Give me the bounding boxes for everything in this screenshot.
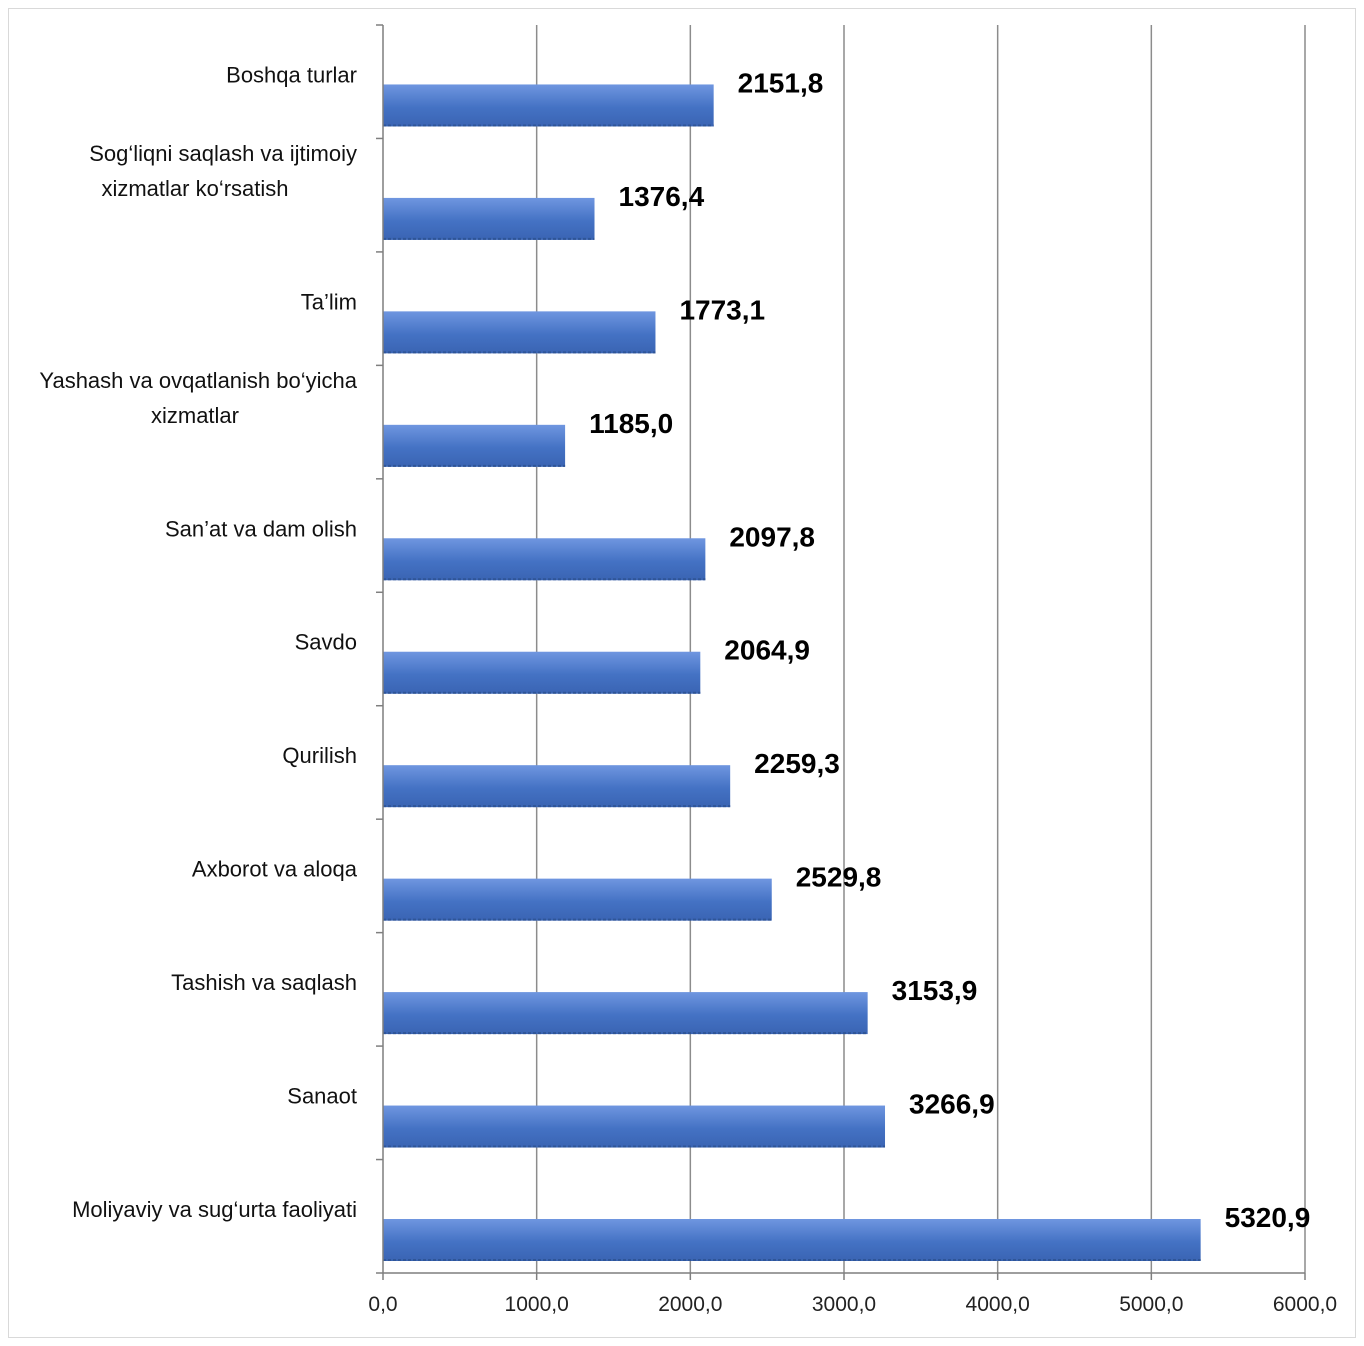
category-label: Axborot va aloqa: [192, 857, 358, 882]
value-label: 1185,0: [589, 408, 673, 439]
value-label: 2151,8: [738, 67, 824, 98]
bar: [383, 878, 772, 921]
value-label: 3153,9: [892, 975, 978, 1006]
bar: [383, 197, 595, 240]
category-label: xizmatlar: [151, 403, 239, 428]
x-tick-label: 4000,0: [966, 1293, 1030, 1316]
category-label: Tashish va saqlash: [171, 970, 357, 995]
category-label: Sog‘liqni saqlash va ijtimoiy: [89, 141, 357, 166]
bars: [383, 84, 1201, 1261]
category-label: Sanaot: [287, 1084, 357, 1109]
x-tick-label: 6000,0: [1273, 1293, 1337, 1316]
bar: [383, 84, 714, 127]
bar: [383, 538, 706, 581]
bar: [383, 311, 656, 354]
category-label: Boshqa turlar: [226, 62, 357, 87]
labels: 5320,9 Moliyaviy va sug‘urta faoliyati 326…: [39, 62, 1310, 1233]
bar: [383, 1219, 1201, 1261]
bar: [383, 1105, 886, 1148]
x-tick-label: 3000,0: [812, 1293, 876, 1316]
axes: 0,0 1000,0 2000,0 3000,0 4000,0 5000,0 6000,0: [368, 24, 1337, 1316]
value-label: 2259,3: [754, 748, 840, 779]
category-label: San’at va dam olish: [165, 516, 357, 541]
bar-chart: 0,0 1000,0 2000,0 3000,0 4000,0 5000,0 6000,0 …: [39, 24, 1337, 1316]
category-label: Moliyaviy va sug‘urta faoliyati: [72, 1197, 357, 1222]
category-label: Qurilish: [282, 743, 357, 768]
category-label: Ta’lim: [301, 289, 357, 314]
x-tick-label: 2000,0: [658, 1293, 722, 1316]
value-label: 5320,9: [1225, 1202, 1311, 1233]
x-tick-label: 1000,0: [505, 1293, 569, 1316]
bar: [383, 765, 731, 808]
value-label: 2529,8: [796, 862, 882, 893]
value-label: 2064,9: [724, 635, 810, 666]
category-label: Savdo: [295, 630, 357, 655]
gridlines: [535, 25, 1306, 1273]
value-label: 1376,4: [619, 181, 705, 212]
bar: [383, 651, 701, 694]
value-label: 1773,1: [679, 294, 765, 325]
x-tick-label: 0,0: [368, 1293, 397, 1316]
category-label: Yashash va ovqatlanish bo‘yicha: [39, 368, 357, 393]
value-label: 3266,9: [909, 1089, 995, 1120]
category-label: xizmatlar ko‘rsatish: [101, 176, 288, 201]
chart-frame: 0,0 1000,0 2000,0 3000,0 4000,0 5000,0 6000,0 …: [8, 8, 1356, 1338]
bar: [383, 424, 566, 467]
bar: [383, 992, 868, 1035]
value-label: 2097,8: [729, 521, 815, 552]
x-tick-label: 5000,0: [1119, 1293, 1183, 1316]
